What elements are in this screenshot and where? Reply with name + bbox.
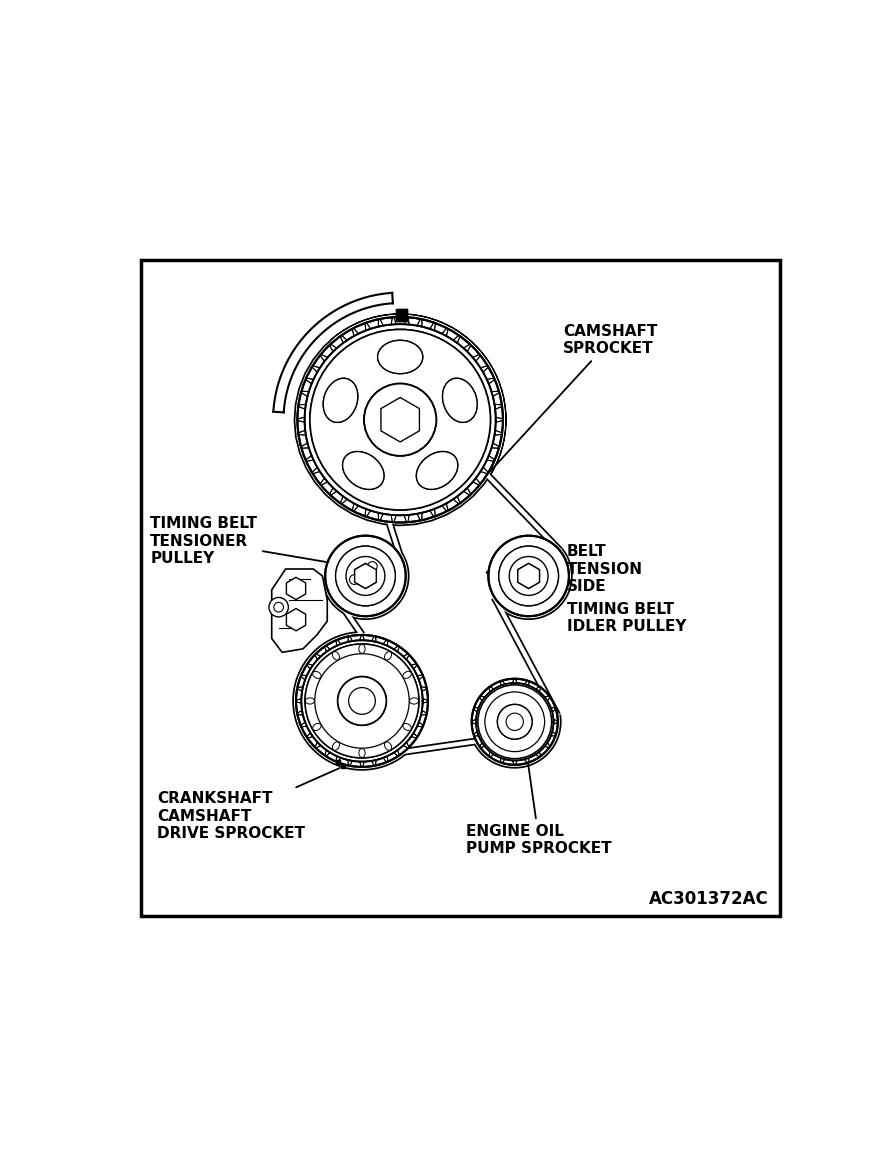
Text: CRANKSHAFT
CAMSHAFT
DRIVE SPROCKET: CRANKSHAFT CAMSHAFT DRIVE SPROCKET [157,769,340,841]
Ellipse shape [417,452,458,489]
Circle shape [478,684,552,758]
Circle shape [488,536,569,617]
Circle shape [497,704,532,739]
Ellipse shape [359,645,365,653]
Ellipse shape [384,742,392,750]
Ellipse shape [306,697,314,704]
Circle shape [338,676,386,725]
Ellipse shape [409,697,418,704]
Ellipse shape [332,652,340,660]
Circle shape [468,674,562,770]
Ellipse shape [377,340,423,374]
Circle shape [364,383,436,456]
Ellipse shape [377,340,423,374]
Circle shape [336,547,395,606]
Circle shape [289,628,435,773]
Circle shape [305,644,419,758]
Circle shape [349,688,375,715]
Circle shape [367,562,377,571]
Polygon shape [355,563,376,589]
Ellipse shape [403,723,411,730]
Polygon shape [355,563,376,589]
Ellipse shape [403,723,411,730]
Ellipse shape [417,452,458,489]
Ellipse shape [359,645,365,653]
Polygon shape [381,397,419,442]
Polygon shape [287,609,306,631]
Circle shape [364,383,436,456]
Circle shape [325,536,406,617]
Ellipse shape [306,697,314,704]
Ellipse shape [359,749,365,758]
Ellipse shape [384,652,392,660]
Ellipse shape [332,652,340,660]
Text: AC301372AC: AC301372AC [649,890,768,908]
Ellipse shape [443,378,478,423]
Text: BELT
TENSION
SIDE: BELT TENSION SIDE [567,544,642,593]
Ellipse shape [384,742,392,750]
Circle shape [305,644,419,758]
Circle shape [292,312,508,528]
Ellipse shape [323,378,358,423]
Circle shape [349,575,359,584]
Ellipse shape [443,378,478,423]
Circle shape [336,547,395,606]
Ellipse shape [313,672,321,679]
Ellipse shape [342,452,384,489]
Ellipse shape [332,742,340,750]
Circle shape [506,714,523,730]
Ellipse shape [342,452,384,489]
Ellipse shape [403,672,411,679]
Ellipse shape [384,652,392,660]
Circle shape [471,679,558,765]
Circle shape [367,562,377,571]
Ellipse shape [313,723,321,730]
Ellipse shape [313,723,321,730]
Circle shape [499,547,558,606]
Ellipse shape [313,672,321,679]
Polygon shape [518,563,539,589]
Polygon shape [518,563,539,589]
Text: TIMING BELT
TENSIONER
PULLEY: TIMING BELT TENSIONER PULLEY [151,516,334,566]
Circle shape [509,556,548,596]
FancyBboxPatch shape [142,260,780,916]
Circle shape [509,556,548,596]
Polygon shape [396,308,407,321]
Polygon shape [287,577,306,599]
Circle shape [297,317,503,522]
Ellipse shape [359,749,365,758]
Text: CAMSHAFT
SPROCKET: CAMSHAFT SPROCKET [489,324,658,473]
Text: ENGINE OIL
PUMP SPROCKET: ENGINE OIL PUMP SPROCKET [466,763,612,856]
Circle shape [349,575,359,584]
Circle shape [310,329,490,510]
Circle shape [499,547,558,606]
Ellipse shape [409,697,418,704]
Circle shape [485,531,573,620]
Circle shape [274,603,283,612]
Circle shape [506,714,523,730]
Circle shape [296,635,428,767]
Circle shape [321,531,409,620]
Circle shape [346,556,385,596]
Circle shape [269,598,289,617]
Circle shape [497,704,532,739]
Polygon shape [381,397,419,442]
Text: TIMING BELT
IDLER PULLEY: TIMING BELT IDLER PULLEY [559,597,686,634]
Circle shape [346,556,385,596]
Ellipse shape [332,742,340,750]
Circle shape [349,688,375,715]
Ellipse shape [403,672,411,679]
Circle shape [338,676,386,725]
Circle shape [478,684,552,758]
Polygon shape [271,569,327,653]
Ellipse shape [323,378,358,423]
Polygon shape [396,308,407,321]
Circle shape [310,329,490,510]
